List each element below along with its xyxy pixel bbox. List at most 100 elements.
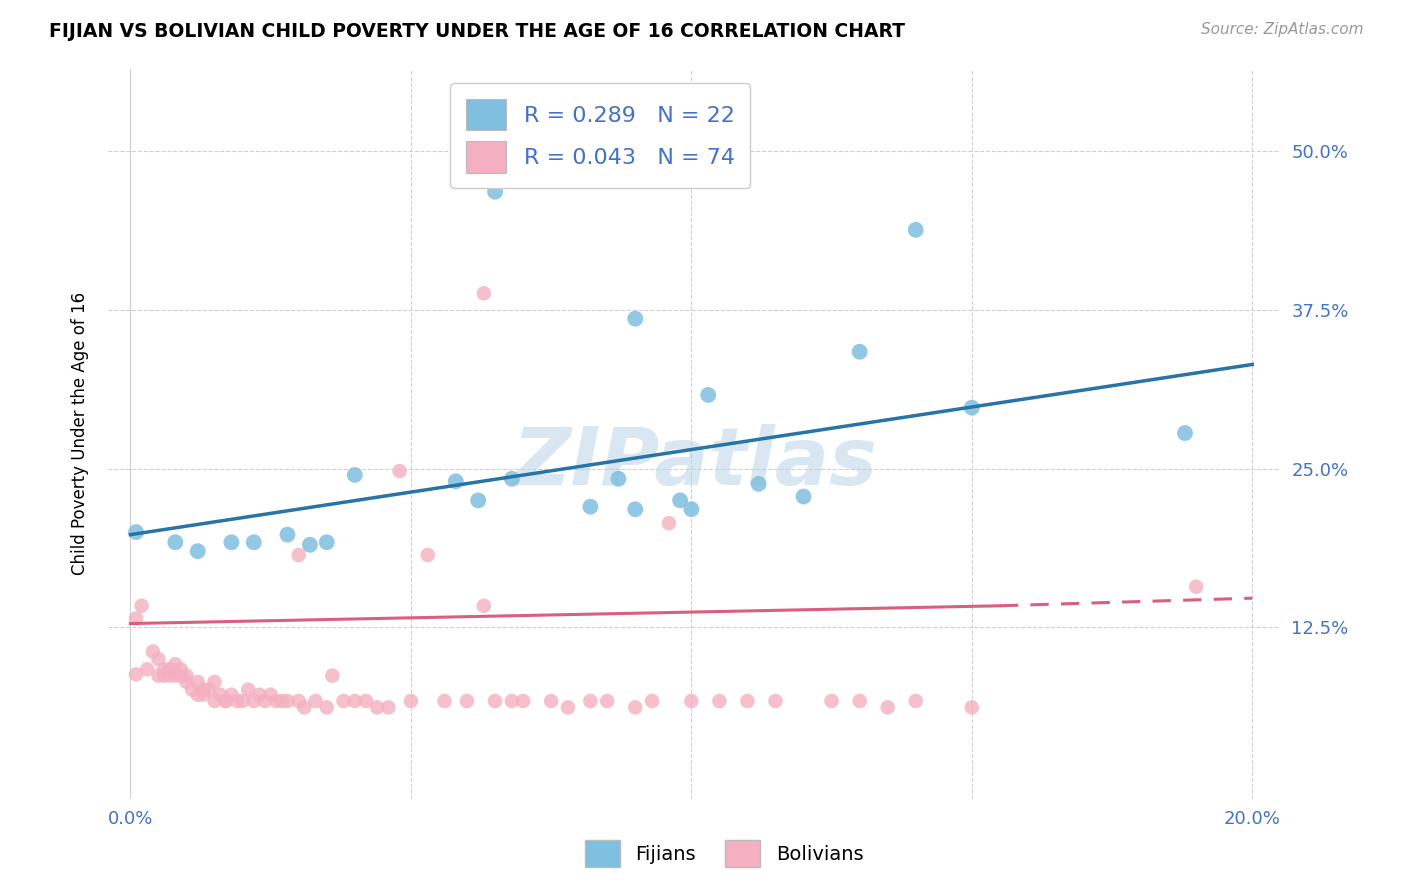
Point <box>270 694 292 708</box>
Point <box>165 657 187 672</box>
Point <box>165 668 187 682</box>
Point <box>187 675 209 690</box>
Point <box>276 527 298 541</box>
Point <box>215 694 238 708</box>
Point <box>848 694 870 708</box>
Point <box>960 700 983 714</box>
Point <box>187 544 209 558</box>
Point <box>193 688 215 702</box>
Point <box>159 662 181 676</box>
Point <box>444 475 467 489</box>
Point <box>315 535 337 549</box>
Point <box>876 700 898 714</box>
Point <box>260 688 283 702</box>
Point <box>221 688 243 702</box>
Point <box>193 682 215 697</box>
Point <box>198 682 221 697</box>
Legend: Fijians, Bolivians: Fijians, Bolivians <box>576 832 872 875</box>
Point <box>343 694 366 708</box>
Point <box>484 185 506 199</box>
Point <box>366 700 388 714</box>
Point <box>204 694 226 708</box>
Point <box>681 694 703 708</box>
Point <box>624 700 647 714</box>
Point <box>697 388 720 402</box>
Point <box>170 662 193 676</box>
Point <box>960 401 983 415</box>
Point <box>249 688 271 702</box>
Point <box>264 694 287 708</box>
Point <box>737 694 759 708</box>
Point <box>125 525 148 540</box>
Point <box>354 694 377 708</box>
Point <box>148 668 170 682</box>
Y-axis label: Child Poverty Under the Age of 16: Child Poverty Under the Age of 16 <box>72 292 89 575</box>
Point <box>153 662 176 676</box>
Legend: R = 0.289   N = 22, R = 0.043   N = 74: R = 0.289 N = 22, R = 0.043 N = 74 <box>450 83 751 188</box>
Point <box>540 694 562 708</box>
Point <box>681 502 703 516</box>
Point <box>315 700 337 714</box>
Point <box>153 668 176 682</box>
Text: FIJIAN VS BOLIVIAN CHILD POVERTY UNDER THE AGE OF 16 CORRELATION CHART: FIJIAN VS BOLIVIAN CHILD POVERTY UNDER T… <box>49 22 905 41</box>
Point <box>343 467 366 482</box>
Point <box>165 535 187 549</box>
Point <box>467 493 489 508</box>
Point <box>187 688 209 702</box>
Point <box>209 688 232 702</box>
Text: ZIPatlas: ZIPatlas <box>512 424 877 502</box>
Point <box>433 694 456 708</box>
Point <box>579 694 602 708</box>
Point <box>641 694 664 708</box>
Point <box>136 662 159 676</box>
Point <box>377 700 399 714</box>
Point <box>159 668 181 682</box>
Point <box>388 464 411 478</box>
Point <box>332 694 354 708</box>
Point <box>276 694 298 708</box>
Point <box>501 694 523 708</box>
Point <box>904 223 927 237</box>
Point <box>1174 425 1197 440</box>
Point <box>243 535 266 549</box>
Point <box>484 694 506 708</box>
Point <box>596 694 619 708</box>
Point <box>176 675 198 690</box>
Point <box>557 700 579 714</box>
Point <box>472 599 495 613</box>
Point <box>243 694 266 708</box>
Point <box>254 694 277 708</box>
Point <box>148 652 170 666</box>
Point <box>624 311 647 326</box>
Point <box>304 694 326 708</box>
Point <box>1185 580 1208 594</box>
Text: Source: ZipAtlas.com: Source: ZipAtlas.com <box>1201 22 1364 37</box>
Point <box>607 472 630 486</box>
Point <box>904 694 927 708</box>
Point <box>848 344 870 359</box>
Point <box>748 476 770 491</box>
Point <box>512 694 534 708</box>
Point <box>226 694 249 708</box>
Point <box>125 667 148 681</box>
Point <box>501 472 523 486</box>
Point <box>287 694 309 708</box>
Point <box>298 538 321 552</box>
Point <box>181 682 204 697</box>
Point <box>669 493 692 508</box>
Point <box>238 682 260 697</box>
Point <box>176 668 198 682</box>
Point <box>321 668 343 682</box>
Point <box>170 668 193 682</box>
Point <box>215 694 238 708</box>
Point <box>793 490 815 504</box>
Point <box>820 694 842 708</box>
Point <box>142 644 165 658</box>
Point <box>456 694 478 708</box>
Point <box>204 675 226 690</box>
Point <box>221 535 243 549</box>
Point <box>131 599 153 613</box>
Point <box>399 694 422 708</box>
Point <box>292 700 315 714</box>
Point <box>624 502 647 516</box>
